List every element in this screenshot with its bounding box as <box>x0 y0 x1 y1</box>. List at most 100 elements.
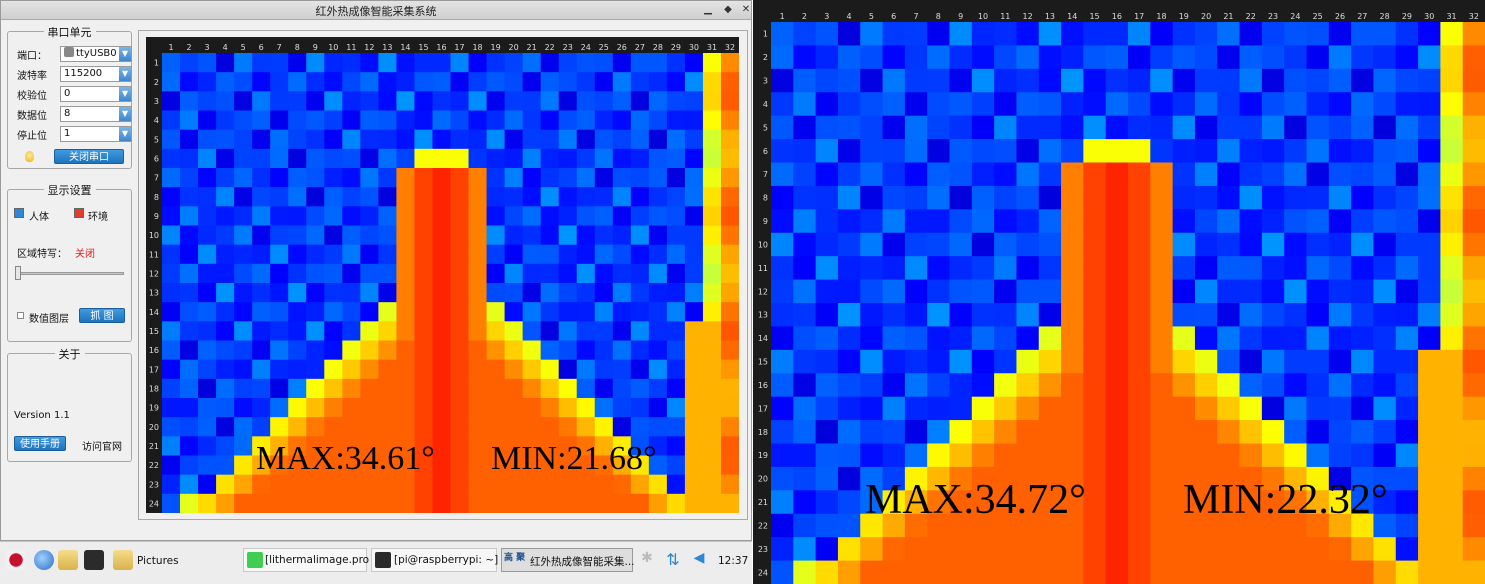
lightbulb-icon <box>25 151 34 162</box>
left-cell <box>450 91 470 112</box>
left-cell <box>414 302 434 322</box>
left-cell <box>450 72 470 92</box>
stopbits-value: 1 <box>64 128 71 139</box>
website-link[interactable]: 访问官网 <box>82 442 122 453</box>
left-cell <box>486 474 506 495</box>
left-cell <box>720 110 739 131</box>
left-cell <box>288 129 307 150</box>
left-cell <box>594 129 614 150</box>
right-cell <box>1038 443 1062 468</box>
title-bar[interactable]: 红外热成像智能采集系统 ▁ ◆ ✕ <box>1 1 751 20</box>
right-cell <box>1351 303 1375 328</box>
right-row-tick: 6 <box>763 147 768 156</box>
left-cell <box>324 493 343 513</box>
right-cell <box>1083 68 1107 93</box>
right-column-tick: 26 <box>1335 12 1345 21</box>
left-cell <box>558 91 578 112</box>
left-cell <box>324 72 343 92</box>
left-cell <box>486 148 506 169</box>
right-cell <box>860 490 884 515</box>
pictures-label[interactable]: Pictures <box>137 555 179 567</box>
chevron-down-icon[interactable]: ▼ <box>119 47 131 61</box>
chevron-down-icon[interactable]: ▼ <box>119 87 131 101</box>
task-app[interactable]: 高 聚 红外热成像智能采集... <box>501 548 635 572</box>
right-max-label: MAX:34.72° <box>865 477 1086 523</box>
right-cell <box>1261 349 1285 374</box>
minimize-button[interactable]: ▁ <box>704 4 712 15</box>
right-cell <box>1194 490 1218 515</box>
left-cell <box>234 244 253 265</box>
volume-icon[interactable]: ◀ <box>693 550 705 566</box>
left-cell <box>648 417 668 437</box>
left-cell <box>432 206 452 227</box>
left-cell <box>702 398 722 418</box>
left-cell <box>576 436 596 457</box>
right-cell <box>1462 232 1485 257</box>
bluetooth-icon[interactable]: ✱ <box>641 550 653 566</box>
right-cell <box>971 466 995 491</box>
manual-button[interactable]: 使用手册 <box>14 436 66 451</box>
right-cell <box>1284 115 1308 140</box>
right-column-tick: 27 <box>1357 12 1367 21</box>
databits-select[interactable]: 8 ▼ <box>60 106 132 122</box>
left-cell <box>612 263 632 284</box>
right-cell <box>771 443 794 468</box>
left-cell <box>378 148 398 169</box>
display-group-title: 显示设置 <box>43 184 96 197</box>
browser-icon[interactable] <box>34 550 54 570</box>
left-cell <box>396 474 416 495</box>
left-cell <box>720 493 739 513</box>
right-cell <box>971 326 995 351</box>
right-cell <box>1128 420 1151 445</box>
pictures-folder-icon[interactable] <box>113 550 133 570</box>
value-layer-checkbox[interactable] <box>17 312 24 319</box>
left-cell <box>396 206 416 227</box>
region-slider-handle[interactable] <box>15 266 21 280</box>
network-icon[interactable]: ⇅ <box>666 550 680 569</box>
left-cell <box>234 168 253 188</box>
raspberry-menu-icon[interactable] <box>6 550 26 570</box>
left-cell <box>486 283 506 303</box>
parity-select[interactable]: 0 ▼ <box>60 86 132 102</box>
left-cell <box>630 455 650 476</box>
maximize-button[interactable]: ◆ <box>724 4 732 15</box>
chevron-down-icon[interactable]: ▼ <box>119 107 131 121</box>
file-manager-icon[interactable] <box>58 550 78 570</box>
right-cell <box>1328 349 1352 374</box>
left-cell <box>450 53 470 73</box>
right-cell <box>927 326 951 351</box>
port-select[interactable]: ttyUSB0 ▼ <box>60 46 132 62</box>
right-column-tick: 32 <box>1469 12 1479 21</box>
left-cell <box>504 206 524 227</box>
close-button[interactable]: ✕ <box>741 4 751 15</box>
left-column-tick: 26 <box>617 43 627 52</box>
stopbits-select[interactable]: 1 ▼ <box>60 126 132 142</box>
left-cell <box>180 340 199 361</box>
task-qt-project[interactable]: [lithermalimage.pro ... <box>243 548 382 572</box>
right-cell <box>1038 209 1062 234</box>
region-slider-track[interactable] <box>15 272 124 275</box>
right-cell <box>1418 279 1441 304</box>
right-cell <box>1217 326 1241 351</box>
left-cell <box>540 206 560 227</box>
task-terminal[interactable]: [pi@raspberrypi: ~] <box>371 548 498 572</box>
right-cell <box>1462 326 1485 351</box>
left-cell <box>648 302 668 322</box>
baud-select[interactable]: 115200 ▼ <box>60 66 132 82</box>
right-cell <box>971 303 995 328</box>
left-cell <box>306 53 325 73</box>
left-cell <box>540 436 560 457</box>
right-cell <box>1083 162 1107 187</box>
right-cell <box>1038 466 1062 491</box>
terminal-icon[interactable] <box>84 550 104 570</box>
capture-button[interactable]: 抓 图 <box>79 308 125 323</box>
chevron-down-icon[interactable]: ▼ <box>119 67 131 81</box>
right-row-tick: 1 <box>763 30 768 39</box>
close-port-button[interactable]: 关闭串口 <box>54 149 124 164</box>
right-row-tick: 2 <box>763 53 768 62</box>
right-cell <box>1172 22 1196 47</box>
chevron-down-icon[interactable]: ▼ <box>119 127 131 141</box>
right-cell <box>1083 443 1107 468</box>
right-cell <box>1150 303 1174 328</box>
left-cell <box>630 378 650 399</box>
